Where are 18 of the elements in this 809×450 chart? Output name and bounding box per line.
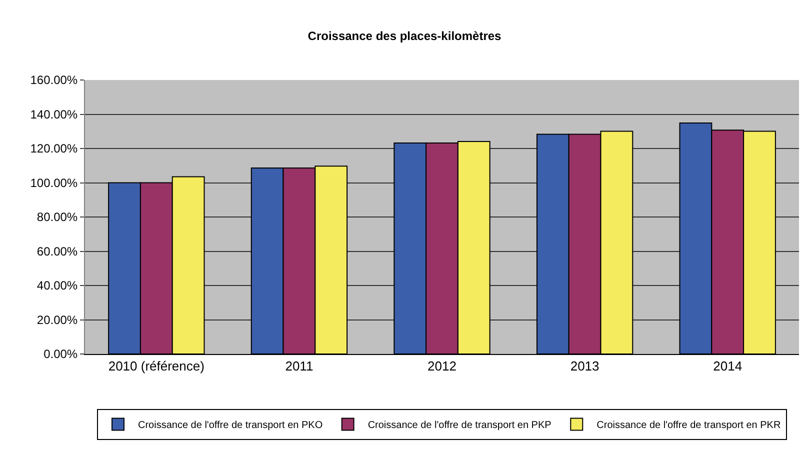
x-tick-label: 2014 <box>713 358 742 374</box>
x-tick-label: 2010 (référence) <box>108 358 204 374</box>
y-tick-label: 20.00% <box>36 312 78 327</box>
legend-label: Croissance de l'offre de transport en PKR <box>596 420 781 432</box>
chart-title: Croissance des places-kilomètres <box>308 28 502 43</box>
y-tick-label: 0.00% <box>44 347 78 362</box>
legend-label: Croissance de l'offre de transport en PKP <box>368 420 552 432</box>
y-tick-label: 120.00% <box>30 142 78 156</box>
y-tick-label: 40.00% <box>36 278 78 293</box>
legend-label: Croissance de l'offre de transport en PKO <box>138 420 323 432</box>
y-tick-label: 60.00% <box>36 244 78 258</box>
x-tick-label: 2013 <box>570 358 600 374</box>
x-tick-label: 2012 <box>428 358 456 374</box>
y-tick-label: 100.00% <box>30 176 78 190</box>
y-tick-label: 140.00% <box>30 107 78 122</box>
y-tick-label: 160.00% <box>30 73 78 88</box>
y-tick-label: 80.00% <box>36 210 78 224</box>
x-tick-label: 2011 <box>285 358 314 374</box>
